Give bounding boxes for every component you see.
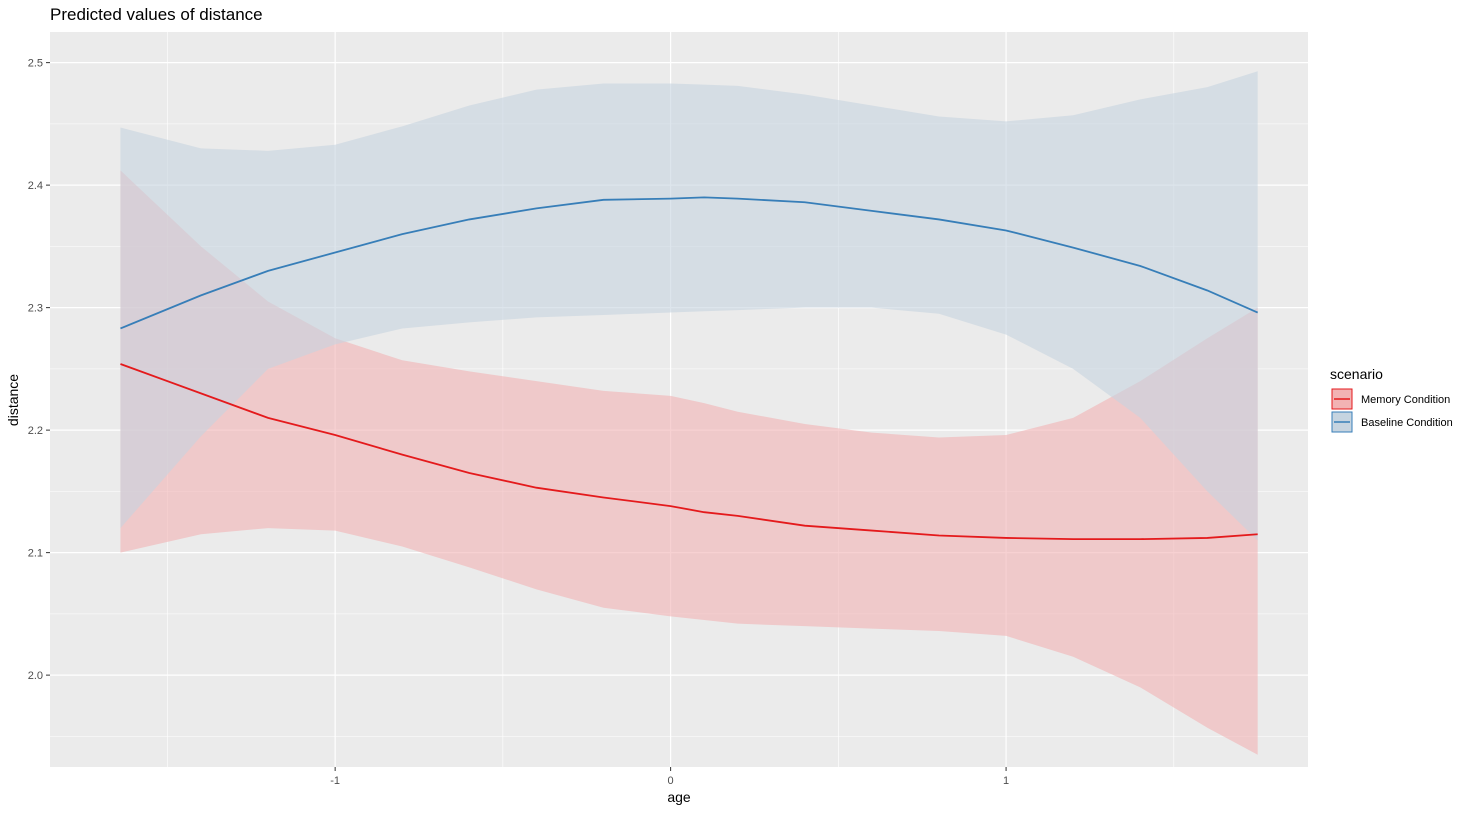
- x-tick-label: -1: [330, 775, 340, 787]
- ci-ribbon-0: [120, 170, 1258, 755]
- legend-items: Memory Condition Baseline Condition: [1331, 388, 1453, 433]
- y-tick-label: 2.3: [28, 303, 43, 315]
- series-lines: [120, 196, 1259, 541]
- confidence-ribbons: [120, 71, 1258, 755]
- x-tick-label: 1: [1003, 775, 1009, 787]
- y-tick-label: 2.4: [28, 180, 43, 192]
- y-tick-label: 2.1: [28, 548, 43, 560]
- y-tick-label: 2.5: [28, 58, 43, 70]
- y-tick-label: 2.0: [28, 670, 43, 682]
- legend: scenario Memory Condition Baseline Condit…: [1330, 366, 1453, 433]
- legend-label-1: Baseline Condition: [1361, 417, 1453, 429]
- x-axis-label: age: [667, 789, 691, 805]
- series-line-1: [120, 196, 1259, 330]
- series-line-0: [120, 363, 1258, 541]
- y-tick-label: 2.2: [28, 425, 43, 437]
- x-tick-label: 0: [668, 775, 674, 787]
- chart-title: Predicted values of distance: [50, 5, 263, 24]
- legend-title: scenario: [1330, 366, 1383, 382]
- x-axis-ticks: -1 0 1: [330, 767, 1009, 787]
- y-axis-ticks: 2.0 2.1 2.2 2.3 2.4 2.5: [28, 58, 50, 682]
- ci-ribbon-1: [120, 71, 1258, 541]
- legend-label-0: Memory Condition: [1361, 394, 1450, 406]
- y-axis-label: distance: [5, 374, 21, 426]
